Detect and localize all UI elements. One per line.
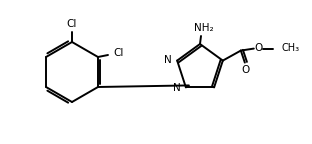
Text: O: O — [242, 65, 250, 75]
Text: CH₃: CH₃ — [282, 43, 300, 53]
Text: Cl: Cl — [67, 19, 77, 29]
Text: NH₂: NH₂ — [194, 23, 214, 33]
Text: N: N — [164, 55, 172, 65]
Text: O: O — [255, 43, 263, 53]
Text: N: N — [173, 83, 181, 93]
Text: Cl: Cl — [114, 48, 124, 58]
